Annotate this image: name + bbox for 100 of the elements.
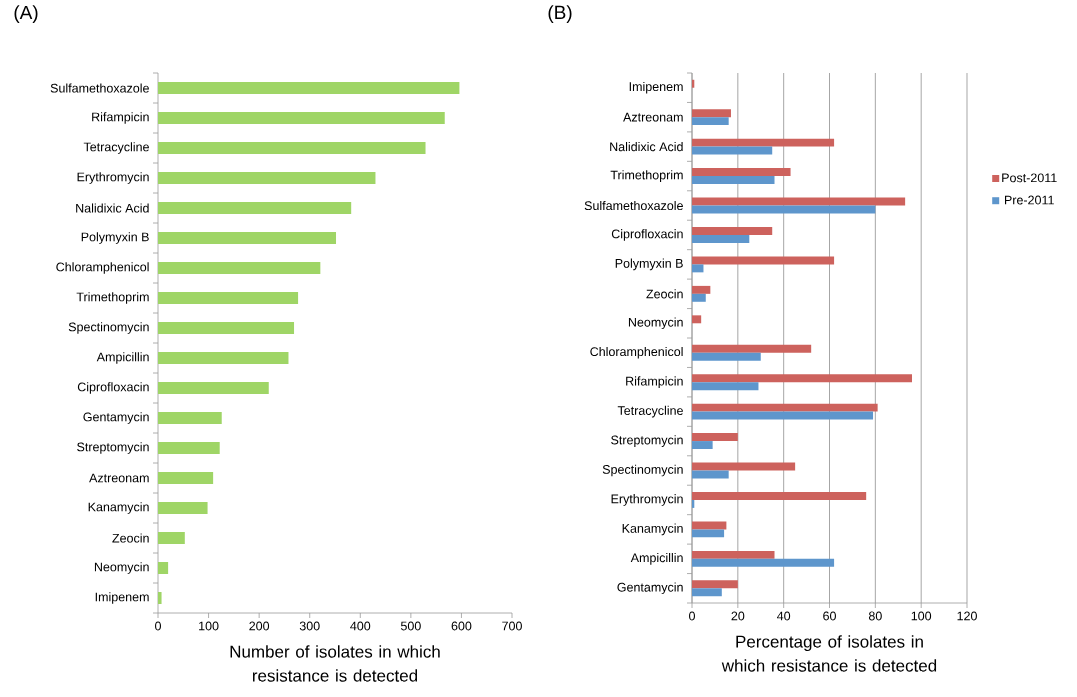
x-tick-label: 200 xyxy=(249,621,270,631)
y-tick-label: Tetracycline xyxy=(617,405,683,418)
bar xyxy=(692,462,796,471)
x-tick-label: 80 xyxy=(868,611,882,621)
bar xyxy=(692,441,713,450)
y-tick-label: Erythromycin xyxy=(77,172,149,184)
y-tick-label: Spectinomycin xyxy=(602,464,683,477)
bar xyxy=(692,352,761,361)
y-tick-label: Erythromycin xyxy=(611,494,683,506)
y-tick-label: Zeocin xyxy=(646,289,683,299)
y-tick-label: Gentamycin xyxy=(83,412,149,424)
y-tick-label: Ciprofloxacin xyxy=(611,229,683,241)
y-tick-label: Streptomycin xyxy=(77,442,149,454)
y-tick-label: Sulfamethoxazole xyxy=(50,83,149,93)
legend-label: Pre-2011 xyxy=(1005,195,1054,205)
x-tick-label: 400 xyxy=(350,621,371,631)
bar xyxy=(692,588,722,597)
bar xyxy=(692,168,791,177)
bar xyxy=(692,403,878,412)
bar xyxy=(692,529,725,538)
bar xyxy=(692,227,773,235)
x-axis-title: Number of isolates in which resistance is detected xyxy=(230,645,440,682)
bar xyxy=(692,256,835,265)
bar xyxy=(158,292,299,305)
y-tick-label: Zeocin xyxy=(112,533,149,543)
bar xyxy=(692,344,812,353)
bar xyxy=(158,502,208,515)
bar xyxy=(692,411,874,420)
chart-title: (A) xyxy=(14,5,38,23)
y-tick-label: Kanamycin xyxy=(88,502,149,514)
x-tick-label: 20 xyxy=(731,611,745,621)
x-tick-label: 500 xyxy=(400,621,421,631)
bar xyxy=(158,262,321,275)
bar xyxy=(692,382,759,391)
x-tick-label: 40 xyxy=(777,611,791,621)
y-tick-label: Kanamycin xyxy=(622,523,683,536)
y-tick-label: Gentamycin xyxy=(617,582,683,595)
y-tick-label: Streptomycin xyxy=(611,435,683,447)
y-tick-label: Neomycin xyxy=(94,562,149,574)
y-tick-label: Aztreonam xyxy=(623,112,683,122)
bar xyxy=(692,197,906,206)
bar xyxy=(158,412,222,425)
y-tick-label: Ciprofloxacin xyxy=(77,382,149,394)
y-tick-label: Ampicillin xyxy=(630,553,683,565)
bar xyxy=(158,172,376,185)
bar xyxy=(158,232,337,245)
y-tick-label: Polymyxin B xyxy=(81,232,149,244)
y-tick-label: Tetracycline xyxy=(83,142,149,154)
chart-title: (B) xyxy=(548,5,572,23)
y-tick-label: Imipenem xyxy=(629,81,683,94)
bar xyxy=(692,234,750,243)
y-tick-label: Sulfamethoxazole xyxy=(584,200,683,211)
bar xyxy=(158,82,460,95)
bar xyxy=(692,315,702,324)
y-tick-label: Rifampicin xyxy=(92,112,149,124)
x-tick-label: 700 xyxy=(502,621,522,631)
x-tick-label: 100 xyxy=(199,621,219,631)
y-tick-label: Trimethoprim xyxy=(76,292,149,304)
y-tick-label: Aztreonam xyxy=(89,473,149,483)
x-tick-label: 100 xyxy=(911,611,932,621)
y-tick-label: Nalidixic Acid xyxy=(610,142,683,152)
bar xyxy=(692,374,913,383)
x-tick-label: 120 xyxy=(957,611,977,621)
bar xyxy=(158,202,352,215)
bar xyxy=(158,382,269,395)
bar xyxy=(692,558,835,567)
bar xyxy=(692,550,775,559)
bar xyxy=(692,293,706,302)
x-axis-title: Percentage of isolates in which resistance is detected xyxy=(721,635,937,672)
bar xyxy=(692,176,775,185)
bar xyxy=(692,521,727,530)
bar xyxy=(692,492,867,500)
y-tick-label: Trimethoprim xyxy=(610,170,683,182)
x-tick-label: 300 xyxy=(299,621,320,631)
bar xyxy=(158,322,295,335)
x-tick-label: 0 xyxy=(689,611,695,621)
bar xyxy=(158,112,445,125)
x-tick-label: 600 xyxy=(451,621,472,631)
bar xyxy=(158,472,214,485)
y-tick-label: Neomycin xyxy=(628,317,683,330)
legend-label: Post-2011 xyxy=(1002,173,1057,183)
y-tick-label: Polymyxin B xyxy=(615,258,683,271)
y-tick-label: Imipenem xyxy=(95,592,149,604)
bar xyxy=(158,142,426,155)
bar xyxy=(692,109,731,118)
x-tick-label: 0 xyxy=(155,621,161,631)
y-tick-label: Chloramphenicol xyxy=(56,262,149,274)
bar xyxy=(692,285,711,294)
bar xyxy=(158,352,289,365)
y-tick-label: Ampicillin xyxy=(96,352,149,364)
bar xyxy=(158,532,185,545)
bar xyxy=(158,442,220,455)
bar xyxy=(692,138,835,147)
x-tick-label: 60 xyxy=(823,611,836,621)
y-tick-label: Spectinomycin xyxy=(68,322,149,334)
y-tick-label: Rifampicin xyxy=(626,376,683,388)
bar xyxy=(158,592,162,605)
bar xyxy=(692,146,773,155)
bar xyxy=(158,562,169,575)
bar xyxy=(692,264,704,273)
